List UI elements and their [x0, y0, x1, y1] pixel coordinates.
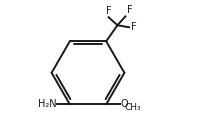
Text: H₂N: H₂N	[38, 99, 57, 109]
Text: CH₃: CH₃	[125, 103, 141, 112]
Text: F: F	[131, 22, 136, 32]
Text: F: F	[127, 5, 132, 15]
Text: F: F	[106, 6, 111, 16]
Text: O: O	[121, 99, 128, 109]
